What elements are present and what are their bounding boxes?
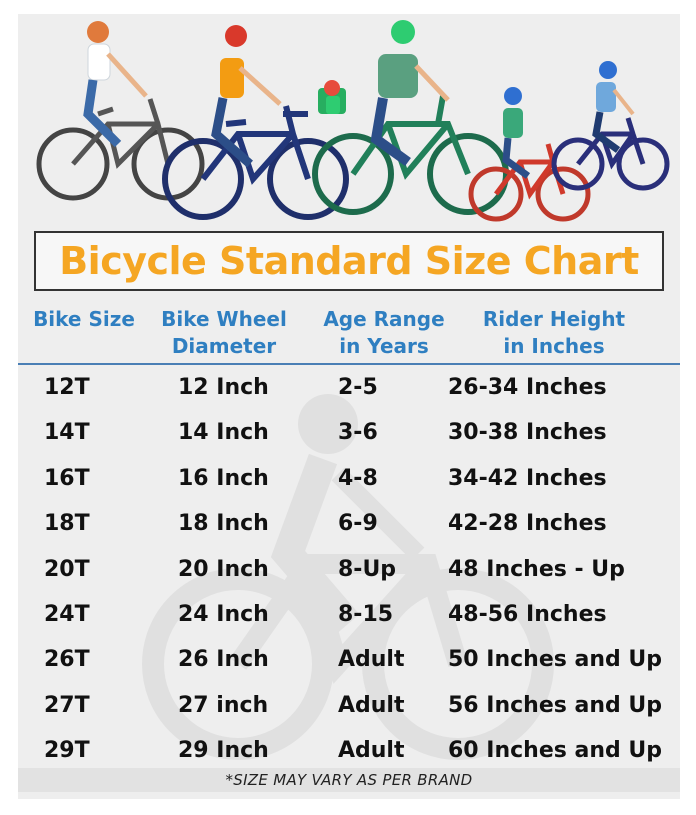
cyclist-watermark (142, 394, 554, 760)
wheel-diameter-cell: 27 inch (178, 692, 269, 718)
table-header: Bike Size Bike Wheel Diameter Age Range in… (18, 304, 680, 364)
age-range-cell: 8-Up (338, 556, 397, 582)
age-range-cell: Adult (338, 692, 405, 718)
header-age-range: Age Range in Years (323, 307, 445, 358)
rider-height-cell: 56 Inches and Up (448, 692, 663, 718)
header-bike-size: Bike Size (33, 307, 135, 331)
wheel-diameter-cell: 14 Inch (178, 420, 269, 446)
bike-size-cell: 12T (44, 375, 90, 400)
rider-icon (502, 87, 531, 179)
table-row: 24T 24 Inch 8-15 48-56 Inches (18, 591, 680, 636)
rider-height-cell: 34-42 Inches (448, 465, 607, 491)
rider-height-cell: 30-38 Inches (448, 420, 607, 446)
wheel-diameter-cell: 18 Inch (178, 511, 269, 537)
header-wheel-diameter: Bike Wheel Diameter (161, 307, 287, 358)
title-box: Bicycle Standard Size Chart (34, 231, 664, 291)
wheel-diameter-cell: 16 Inch (178, 465, 269, 491)
bicycle-icon (162, 105, 349, 220)
bike-size-cell: 16T (44, 465, 90, 491)
rider-icon (324, 20, 450, 167)
table-body: 12T 12 Inch 2-5 26-34 Inches 14T 14 Inch… (18, 364, 680, 773)
wheel-diameter-cell: 12 Inch (178, 375, 269, 400)
table-row: 14T 14 Inch 3-6 30-38 Inches (18, 409, 680, 454)
age-range-cell: Adult (338, 647, 405, 673)
chart-title: Bicycle Standard Size Chart (59, 239, 639, 283)
age-range-cell: 2-5 (338, 375, 378, 400)
wheel-diameter-cell: 26 Inch (178, 647, 269, 673)
rider-height-cell: 48 Inches - Up (448, 556, 625, 582)
wheel-diameter-cell: 20 Inch (178, 556, 269, 582)
bicycle-icon (551, 117, 670, 191)
rider-height-cell: 60 Inches and Up (448, 738, 663, 764)
rider-height-cell: 42-28 Inches (448, 511, 607, 537)
cyclists-illustration (36, 20, 670, 222)
size-chart-card: Bicycle Standard Size Chart Bike Size Bi… (18, 14, 680, 799)
rider-height-cell: 48-56 Inches (448, 601, 607, 627)
bike-size-cell: 26T (44, 647, 90, 673)
age-range-cell: 4-8 (338, 465, 378, 491)
wheel-diameter-cell: 24 Inch (178, 601, 269, 627)
rider-height-cell: 50 Inches and Up (448, 647, 663, 673)
footnote: *SIZE MAY VARY AS PER BRAND (18, 768, 680, 792)
table-row: 26T 26 Inch Adult 50 Inches and Up (18, 636, 680, 681)
table-row: 12T 12 Inch 2-5 26-34 Inches (18, 364, 680, 409)
header-rider-height: Rider Height in Inches (482, 307, 626, 358)
bike-size-cell: 24T (44, 601, 90, 627)
table-row: 20T 20 Inch 8-Up 48 Inches - Up (18, 546, 680, 591)
age-range-cell: 6-9 (338, 511, 378, 537)
table-row: 29T 29 Inch Adult 60 Inches and Up (18, 727, 680, 772)
bicycle-icon (312, 88, 509, 215)
bike-size-cell: 20T (44, 556, 90, 582)
bike-size-cell: 18T (44, 511, 90, 537)
rider-icon (211, 25, 282, 168)
wheel-diameter-cell: 29 Inch (178, 738, 269, 764)
table-row: 27T 27 inch Adult 56 Inches and Up (18, 682, 680, 727)
bike-size-cell: 27T (44, 692, 90, 718)
table-row: 16T 16 Inch 4-8 34-42 Inches (18, 455, 680, 500)
table-row: 18T 18 Inch 6-9 42-28 Inches (18, 500, 680, 545)
rider-icon (592, 61, 635, 153)
age-range-cell: Adult (338, 738, 405, 764)
bike-size-cell: 29T (44, 738, 90, 764)
rider-height-cell: 26-34 Inches (448, 375, 607, 400)
header-divider (18, 363, 680, 365)
rider-icon (83, 21, 148, 148)
age-range-cell: 8-15 (338, 601, 394, 627)
age-range-cell: 3-6 (338, 420, 378, 446)
bike-size-cell: 14T (44, 420, 90, 446)
